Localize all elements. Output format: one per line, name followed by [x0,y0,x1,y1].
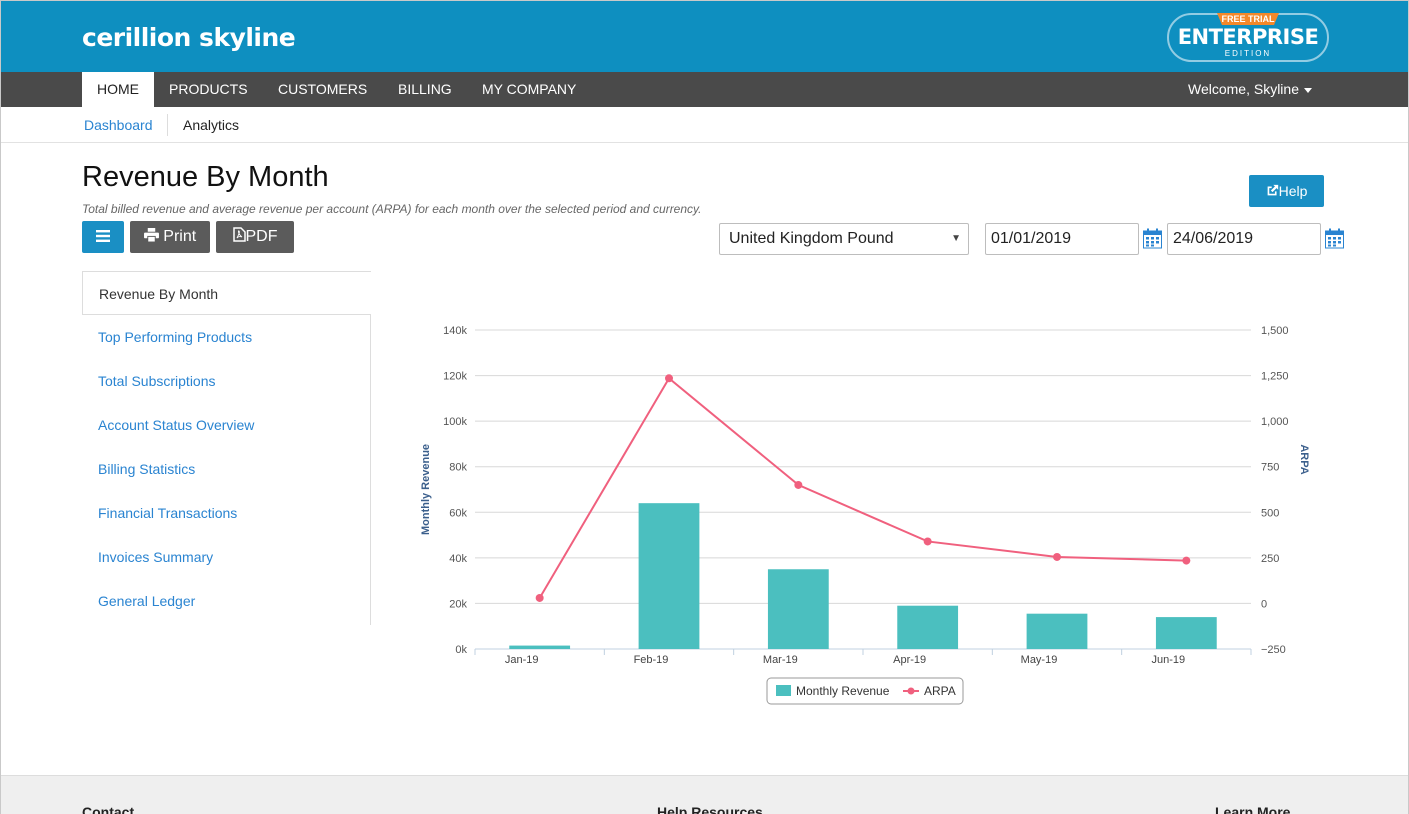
brand-logo[interactable]: cerillion skyline [82,23,296,52]
nav-my-company[interactable]: MY COMPANY [482,81,577,97]
sidebar-item-financial-transactions[interactable]: Financial Transactions [98,505,238,521]
free-trial-ribbon: FREE TRIAL [1217,13,1279,25]
pdf-file-icon [232,227,246,242]
page-title: Revenue By Month [82,161,329,193]
sidebar-item-account-status[interactable]: Account Status Overview [98,417,255,433]
y-tick-label: 120k [443,371,467,383]
nav-products[interactable]: PRODUCTS [169,81,248,97]
arpa-point [794,480,803,489]
pdf-label: PDF [245,228,278,245]
revenue-bar [897,605,959,649]
y-tick-label: 80k [449,462,467,474]
legend-label-arpa: ARPA [924,684,956,698]
legend-box [766,677,964,705]
arpa-point [1182,556,1191,565]
y2-tick-label: 1,500 [1261,325,1289,337]
y2-tick-label: 0 [1261,598,1267,610]
arpa-line [538,376,1187,599]
subnav-analytics[interactable]: Analytics [183,117,240,133]
legend-marker-arpa [907,687,915,695]
main-nav: HOME PRODUCTS CUSTOMERS BILLING MY COMPA… [1,72,1408,107]
y2-tick-label: 750 [1261,462,1279,474]
footer-contact: Contact [82,804,135,814]
sidebar-item-invoices-summary[interactable]: Invoices Summary [98,549,214,565]
nav-home[interactable]: HOME [82,72,154,107]
nav-customers[interactable]: CUSTOMERS [278,81,368,97]
select-arrow-icon: ▼ [951,233,961,244]
footer-learn: Learn More [1215,804,1291,814]
pdf-button[interactable]: PDF [216,221,294,253]
revenue-chart: 0k −250 20k 0 40k 250 60k 500 80k 750 100k 1,000 120… [420,325,1310,705]
arpa-point [535,593,544,602]
revenue-bar [638,503,700,649]
revenue-bar [767,569,829,649]
sidebar-item-revenue-by-month[interactable]: Revenue By Month [82,271,371,315]
y-tick-label: 60k [449,507,467,519]
date-to-input[interactable]: 24/06/2019 [1167,223,1321,255]
header-bar: cerillion skyline FREE TRIAL ENTERPRISE … [1,1,1408,72]
y-tick-label: 0k [455,644,467,656]
footer-help: Help Resources [657,804,763,814]
hamburger-icon [96,230,110,242]
arpa-point [923,537,932,546]
y-tick-label: 40k [449,553,467,565]
revenue-bar [1155,617,1217,649]
help-label: Help [1278,183,1308,199]
arpa-point [665,374,673,383]
edition-sub: EDITION [1224,49,1272,58]
print-label: Print [163,228,197,245]
y2-tick-label: −250 [1261,644,1286,656]
y2-tick-label: 1,250 [1261,371,1289,383]
subnav-dashboard[interactable]: Dashboard [84,117,153,133]
subnav-divider [167,114,168,136]
y2-tick-label: 1,000 [1261,416,1289,428]
x-tick-label: Jan-19 [505,654,539,666]
y-tick-label: 20k [449,598,467,610]
report-sidebar: Revenue By Month Top Performing Products… [82,271,371,625]
revenue-bar [509,645,571,649]
external-link-icon [1267,184,1278,196]
welcome-text: Welcome, Skyline [1187,81,1299,97]
page-subtitle: Total billed revenue and average revenue… [82,202,702,216]
edition-name: ENTERPRISE [1177,25,1319,49]
sidebar-item-total-subscriptions[interactable]: Total Subscriptions [98,373,216,389]
x-tick-label: Mar-19 [763,654,798,666]
y-tick-label: 100k [443,416,467,428]
sub-nav: Dashboard Analytics [1,107,1408,143]
print-button[interactable]: Print [130,221,210,253]
y2-tick-label: 500 [1261,507,1279,519]
sidebar-item-billing-statistics[interactable]: Billing Statistics [98,461,196,477]
x-tick-label: Jun-19 [1152,654,1186,666]
y2-axis-title: ARPA [1298,444,1310,474]
footer: Contact Help Resources Learn More [1,775,1408,814]
menu-button[interactable] [82,221,124,253]
legend-swatch-revenue [776,685,791,696]
y-axis-title: Monthly Revenue [420,444,432,535]
date-from-input[interactable]: 01/01/2019 [985,223,1139,255]
currency-value: United Kingdom Pound [729,230,894,247]
sidebar-item-general-ledger[interactable]: General Ledger [98,593,196,609]
user-menu[interactable]: Welcome, Skyline [1188,72,1312,107]
printer-icon [143,228,159,243]
arpa-point [1053,552,1061,561]
help-button[interactable]: Help [1249,175,1324,207]
x-tick-label: May-19 [1021,654,1058,666]
sidebar-item-top-products[interactable]: Top Performing Products [98,329,253,345]
y2-tick-label: 250 [1261,553,1279,565]
y-tick-label: 140k [443,325,467,337]
calendar-icon[interactable] [1143,228,1162,249]
calendar-icon[interactable] [1325,228,1344,249]
revenue-bar [1026,613,1088,649]
caret-down-icon [1304,87,1312,93]
x-tick-label: Feb-19 [634,654,669,666]
nav-billing[interactable]: BILLING [398,81,452,97]
currency-select[interactable]: United Kingdom Pound ▼ [719,223,969,255]
edition-badge: FREE TRIAL ENTERPRISE EDITION [1167,13,1329,62]
x-tick-label: Apr-19 [893,654,926,666]
legend-label-revenue: Monthly Revenue [796,684,890,698]
